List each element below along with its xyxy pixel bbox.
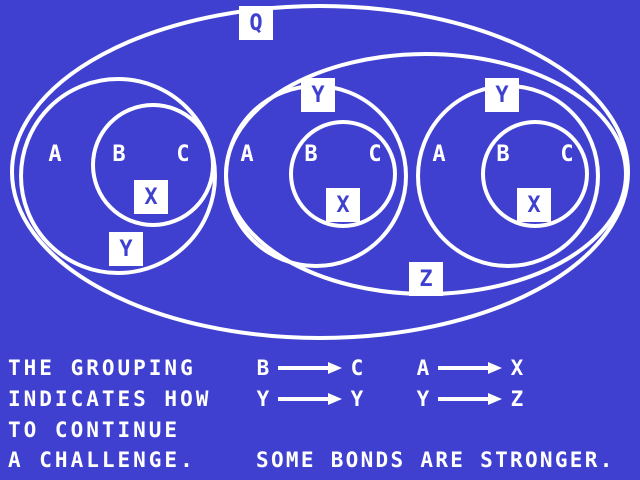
rule-4-to: Z — [510, 387, 524, 411]
z-label: Z — [419, 267, 432, 292]
group-1-outer-left-letter: A — [48, 142, 61, 167]
rule-3-to: Y — [350, 387, 364, 411]
rule-1-to: C — [350, 356, 364, 380]
group-3-inner-left-letter: B — [496, 142, 509, 167]
rule-2-from: A — [416, 356, 430, 380]
group-3-inner-ring — [481, 120, 589, 228]
group-3-outer-label-box: Y — [485, 78, 519, 112]
right-arrow-icon — [438, 362, 502, 374]
text-line-1: THE GROUPING — [8, 356, 196, 380]
group-3-outer-left-letter: A — [432, 142, 445, 167]
text-line-2: INDICATES HOW — [8, 387, 212, 411]
rule-y-z: Y Z — [412, 384, 528, 414]
group-1-outer-label: Y — [119, 237, 133, 262]
group-2-inner-label-box: X — [326, 188, 360, 222]
rule-b-c: B C — [252, 353, 368, 383]
group-2-outer-left-letter: A — [240, 142, 253, 167]
group-1-inner-left-letter: B — [112, 142, 125, 167]
text-line-4: A CHALLENGE. — [8, 448, 196, 472]
q-label: Q — [249, 11, 262, 36]
right-arrow-icon — [438, 393, 502, 405]
group-3-inner-label-box: X — [517, 188, 551, 222]
q-label-box: Q — [239, 6, 273, 40]
footer-text: SOME BONDS ARE STRONGER. — [256, 448, 615, 472]
group-3-outer-label: Y — [495, 83, 509, 108]
right-arrow-icon — [278, 362, 342, 374]
group-3-inner-right-letter: C — [560, 142, 573, 167]
rule-a-x: A X — [412, 353, 528, 383]
group-3-outer-ring — [416, 84, 600, 268]
rule-y-y: Y Y — [252, 384, 368, 414]
group-1-outer-label-box: Y — [109, 232, 143, 266]
z-label-box: Z — [409, 262, 443, 296]
right-arrow-icon — [278, 393, 342, 405]
rule-1-from: B — [256, 356, 270, 380]
group-2-inner-label: X — [336, 193, 349, 218]
text-line-3: TO CONTINUE — [8, 418, 181, 442]
group-1-outer-ring — [19, 77, 217, 275]
rule-3-from: Y — [256, 387, 270, 411]
group-1-inner-label-box: X — [134, 180, 168, 214]
rule-2-to: X — [510, 356, 524, 380]
group-q-ring — [10, 4, 630, 340]
rule-4-from: Y — [416, 387, 430, 411]
group-1-inner-right-letter: C — [176, 142, 189, 167]
group-2-inner-left-letter: B — [304, 142, 317, 167]
group-1-inner-ring — [91, 103, 215, 227]
group-2-outer-label: Y — [311, 83, 325, 108]
group-2-inner-ring — [289, 120, 397, 228]
group-1-inner-label: X — [144, 185, 157, 210]
group-3-inner-label: X — [527, 193, 540, 218]
group-2-outer-label-box: Y — [301, 78, 335, 112]
grouping-diagram: Q Z A B C X Y A B C Y X A — [10, 4, 630, 340]
group-2-outer-ring — [224, 84, 408, 268]
group-2-inner-right-letter: C — [368, 142, 381, 167]
